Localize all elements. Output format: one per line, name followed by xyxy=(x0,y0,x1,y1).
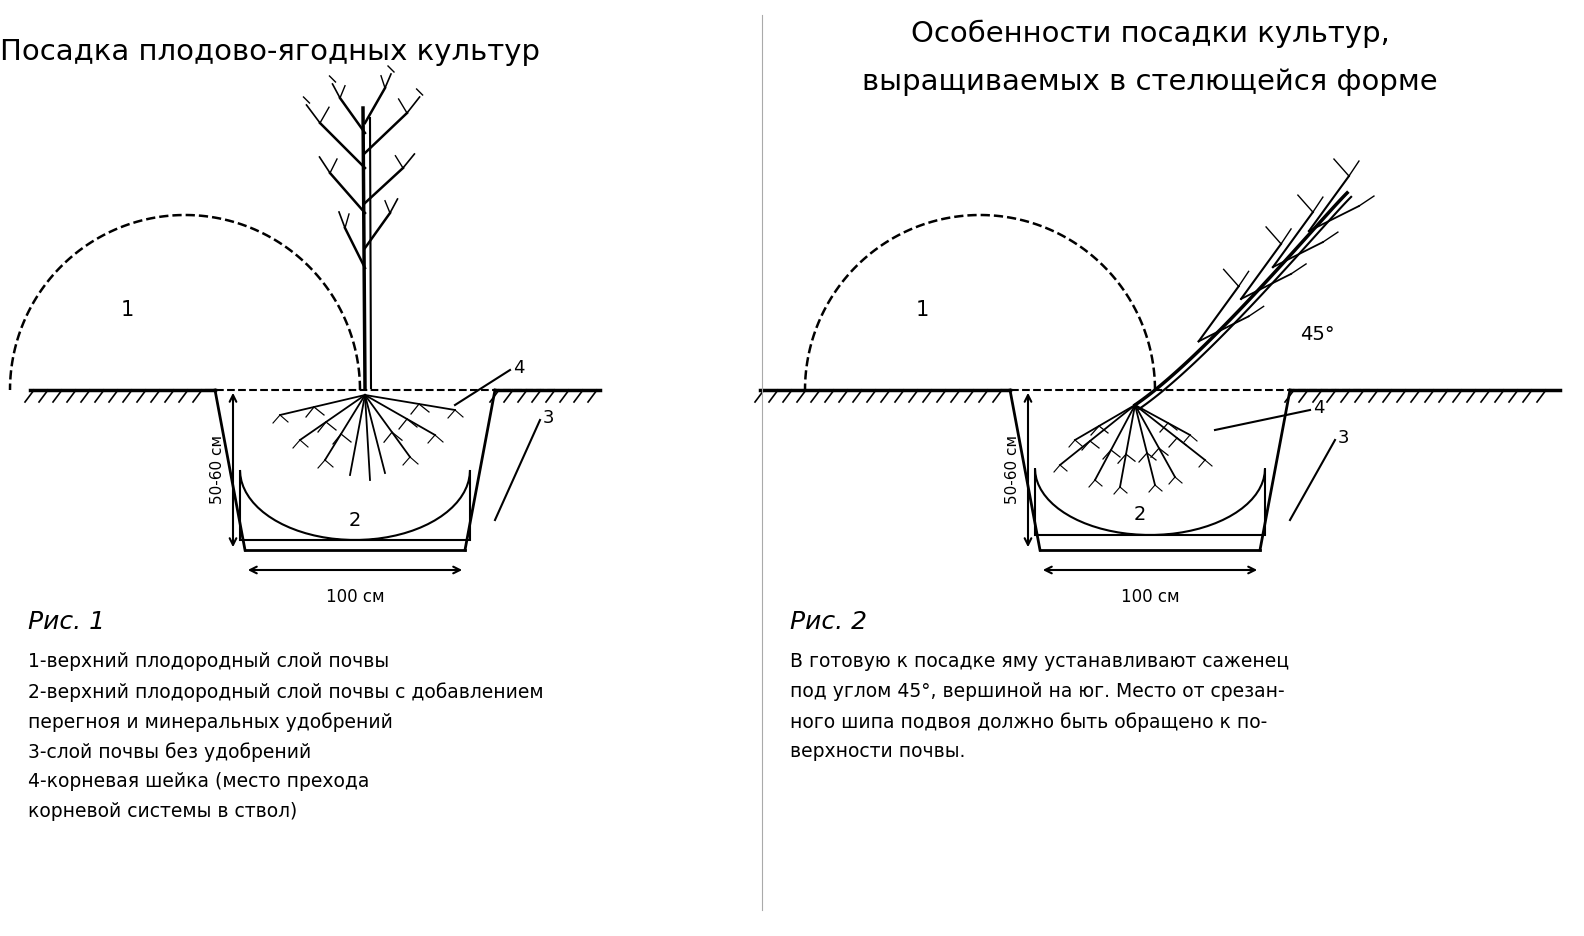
Text: Особенности посадки культур,: Особенности посадки культур, xyxy=(911,20,1389,49)
Text: 45°: 45° xyxy=(1300,326,1335,344)
Text: Посадка плодово-ягодных культур: Посадка плодово-ягодных культур xyxy=(0,38,540,66)
Text: 4-корневая шейка (место прехода: 4-корневая шейка (место прехода xyxy=(29,772,369,791)
Text: 3: 3 xyxy=(543,409,554,427)
Text: 1-верхний плодородный слой почвы: 1-верхний плодородный слой почвы xyxy=(29,652,390,671)
Text: В готовую к посадке яму устанавливают саженец: В готовую к посадке яму устанавливают са… xyxy=(790,652,1289,671)
Text: перегноя и минеральных удобрений: перегноя и минеральных удобрений xyxy=(29,712,393,732)
Text: 2: 2 xyxy=(348,510,361,530)
Text: 3-слой почвы без удобрений: 3-слой почвы без удобрений xyxy=(29,742,310,762)
Text: корневой системы в ствол): корневой системы в ствол) xyxy=(29,802,298,821)
Text: верхности почвы.: верхности почвы. xyxy=(790,742,965,761)
Text: выращиваемых в стелющейся форме: выращиваемых в стелющейся форме xyxy=(862,68,1438,96)
Text: Рис. 2: Рис. 2 xyxy=(790,610,866,634)
Text: 50-60 см: 50-60 см xyxy=(1004,435,1020,505)
Text: 100 см: 100 см xyxy=(1121,588,1180,606)
Text: 1: 1 xyxy=(916,300,928,320)
Text: под углом 45°, вершиной на юг. Место от срезан-: под углом 45°, вершиной на юг. Место от … xyxy=(790,682,1285,701)
Text: 2-верхний плодородный слой почвы с добавлением: 2-верхний плодородный слой почвы с добав… xyxy=(29,682,543,702)
Text: 3: 3 xyxy=(1338,429,1350,447)
Text: 2: 2 xyxy=(1134,505,1147,524)
Text: 50-60 см: 50-60 см xyxy=(211,435,225,505)
Text: 4: 4 xyxy=(513,359,524,377)
Text: 4: 4 xyxy=(1313,399,1324,417)
Text: 100 см: 100 см xyxy=(326,588,385,606)
Text: ного шипа подвоя должно быть обращено к по-: ного шипа подвоя должно быть обращено к … xyxy=(790,712,1267,732)
Text: Рис. 1: Рис. 1 xyxy=(29,610,105,634)
Text: 1: 1 xyxy=(120,300,133,320)
